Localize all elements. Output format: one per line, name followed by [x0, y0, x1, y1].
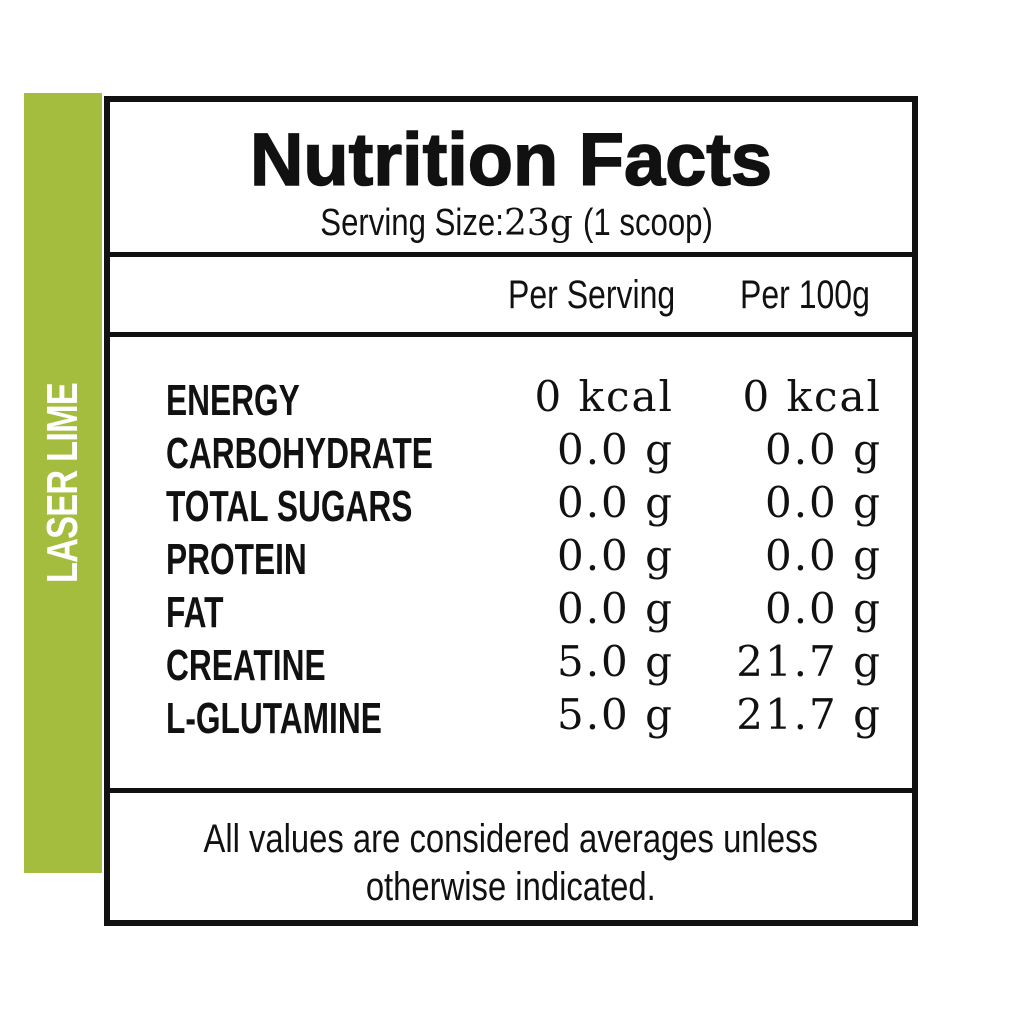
- title-section: Nutrition Facts Serving Size:23g (1 scoo…: [110, 102, 912, 257]
- serving-size-label: Serving Size:: [320, 202, 505, 244]
- nutrient-row-energy: ENERGY 0 kcal 0 kcal: [110, 370, 912, 425]
- column-header-row: Per Serving Per 100g: [110, 257, 912, 337]
- per-100g-value: 21.7 g: [736, 637, 882, 686]
- nutrient-name: CARBOHYDRATE: [166, 429, 433, 478]
- footnote-line-1: All values are considered averages unles…: [203, 817, 819, 861]
- nutrient-name: CREATINE: [166, 641, 326, 690]
- nutrient-name: PROTEIN: [166, 535, 307, 584]
- panel-title: Nutrition Facts: [249, 118, 773, 201]
- serving-size-value: 23g: [504, 203, 573, 244]
- footnote-line-2: otherwise indicated.: [366, 865, 656, 909]
- per-serving-value: 0.0 g: [556, 478, 674, 527]
- per-100g-value: 0 kcal: [742, 372, 882, 421]
- per-serving-value: 0.0 g: [556, 531, 674, 580]
- serving-size: Serving Size:23g (1 scoop): [110, 202, 912, 245]
- nutrient-name: FAT: [166, 588, 224, 637]
- footnote-section: All values are considered averages unles…: [110, 788, 912, 925]
- nutrient-name: TOTAL SUGARS: [166, 482, 413, 531]
- footnote: All values are considered averages unles…: [110, 815, 912, 911]
- column-header-per-serving: Per Serving: [508, 273, 676, 317]
- column-header-per-100g: Per 100g: [740, 273, 870, 317]
- flavor-band: [24, 93, 102, 873]
- per-serving-value: 5.0 g: [556, 690, 674, 739]
- per-serving-value: 0 kcal: [534, 372, 674, 421]
- nutrient-name: L-GLUTAMINE: [166, 694, 382, 743]
- per-serving-value: 5.0 g: [556, 637, 674, 686]
- flavor-name: LASER LIME: [38, 382, 87, 584]
- nutrition-facts-panel: Nutrition Facts Serving Size:23g (1 scoo…: [104, 96, 918, 926]
- nutrient-row-l-glutamine: L-GLUTAMINE 5.0 g 21.7 g: [110, 688, 912, 743]
- nutrient-row-carbohydrate: CARBOHYDRATE 0.0 g 0.0 g: [110, 423, 912, 478]
- nutrient-row-fat: FAT 0.0 g 0.0 g: [110, 582, 912, 637]
- per-100g-value: 0.0 g: [764, 425, 882, 474]
- nutrient-name: ENERGY: [166, 376, 300, 425]
- per-100g-value: 0.0 g: [764, 584, 882, 633]
- per-100g-value: 0.0 g: [764, 531, 882, 580]
- nutrient-row-protein: PROTEIN 0.0 g 0.0 g: [110, 529, 912, 584]
- nutrient-row-total-sugars: TOTAL SUGARS 0.0 g 0.0 g: [110, 476, 912, 531]
- serving-size-note: (1 scoop): [583, 202, 714, 244]
- nutrient-table: ENERGY 0 kcal 0 kcal CARBOHYDRATE 0.0 g …: [110, 370, 912, 770]
- per-serving-value: 0.0 g: [556, 425, 674, 474]
- per-100g-value: 0.0 g: [764, 478, 882, 527]
- nutrient-row-creatine: CREATINE 5.0 g 21.7 g: [110, 635, 912, 690]
- per-serving-value: 0.0 g: [556, 584, 674, 633]
- per-100g-value: 21.7 g: [736, 690, 882, 739]
